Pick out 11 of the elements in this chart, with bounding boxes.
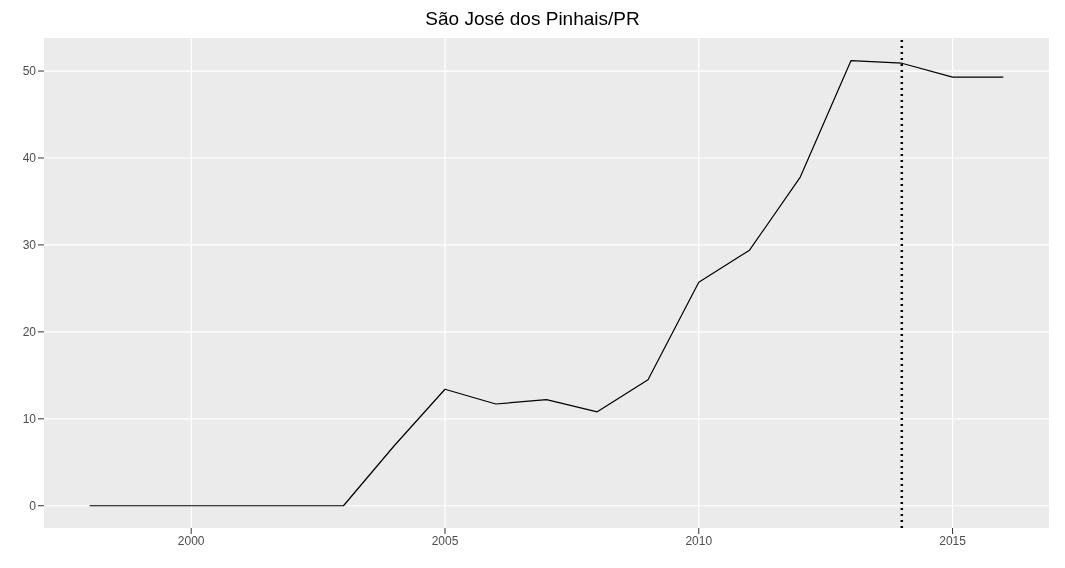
y-tick-label: 10 (22, 412, 37, 427)
x-tick-label: 2010 (685, 533, 713, 548)
y-tick-label: 40 (22, 151, 37, 166)
x-tick-label: 2015 (939, 533, 967, 548)
y-tick-label: 30 (22, 238, 37, 253)
x-tick-label: 2005 (431, 533, 459, 548)
chart-title: São José dos Pinhais/PR (424, 8, 641, 31)
y-tick-label: 50 (22, 64, 37, 79)
y-tick-label: 0 (29, 499, 37, 513)
y-tick-label: 20 (22, 325, 37, 340)
x-tick-label: 2000 (177, 533, 205, 548)
